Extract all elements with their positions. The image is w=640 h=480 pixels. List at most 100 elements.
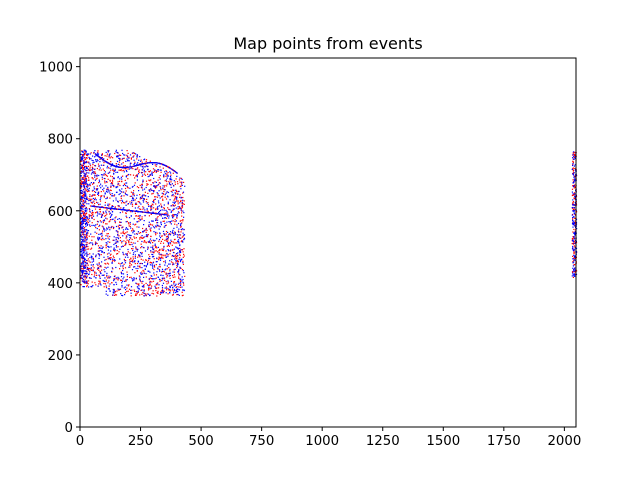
event-point [108, 150, 110, 152]
y-tick-label: 400 [48, 277, 73, 292]
event-point [161, 277, 164, 280]
event-point [115, 239, 117, 241]
event-point [86, 280, 88, 282]
event-point [574, 154, 576, 156]
event-point [118, 161, 120, 163]
event-point [182, 260, 184, 262]
event-point [81, 255, 83, 257]
event-point [113, 194, 115, 197]
event-point [155, 284, 157, 286]
event-point [103, 219, 105, 221]
event-point [115, 171, 117, 173]
event-point [116, 151, 118, 154]
event-point [147, 262, 149, 264]
event-point [97, 153, 99, 155]
event-point [118, 227, 120, 229]
event-point [132, 168, 134, 170]
event-point [83, 281, 85, 283]
event-point [107, 191, 109, 193]
event-point [109, 254, 111, 256]
event-point [150, 162, 152, 164]
event-point [116, 160, 119, 162]
event-point [126, 200, 128, 202]
event-point [106, 274, 108, 276]
event-point [112, 218, 114, 220]
event-point [83, 263, 85, 265]
event-point [86, 262, 88, 265]
event-point [182, 281, 184, 283]
event-point [132, 228, 134, 230]
event-point [112, 291, 114, 293]
event-point [140, 159, 142, 161]
event-point [96, 174, 98, 176]
event-point [100, 213, 102, 215]
event-point [167, 207, 169, 209]
event-point [131, 198, 134, 200]
event-point [128, 284, 130, 286]
event-point [120, 232, 122, 234]
event-point [89, 220, 91, 222]
event-point [104, 207, 106, 209]
event-point [143, 270, 145, 272]
event-point [132, 258, 134, 260]
event-point [181, 210, 183, 212]
event-point [140, 273, 142, 275]
event-point [94, 171, 96, 173]
event-point [572, 163, 574, 166]
event-point [172, 189, 174, 191]
event-point [136, 194, 138, 196]
event-point [573, 245, 575, 247]
event-point [103, 190, 105, 192]
event-point [180, 225, 182, 227]
event-point [87, 283, 89, 285]
event-point [100, 191, 102, 193]
event-point [572, 152, 574, 154]
event-point [155, 208, 157, 210]
event-point [174, 201, 176, 203]
event-point [152, 245, 154, 247]
event-point [115, 216, 117, 218]
event-point [138, 285, 140, 287]
event-point [169, 290, 172, 292]
event-point [174, 257, 176, 259]
event-point [174, 255, 176, 257]
event-point [115, 266, 117, 269]
x-tick-label: 500 [188, 434, 213, 449]
event-point [126, 156, 129, 158]
event-point [152, 204, 154, 206]
event-point [84, 175, 87, 177]
event-point [177, 288, 179, 291]
event-point [122, 185, 124, 187]
event-point [111, 218, 113, 221]
event-point [115, 163, 117, 165]
event-point [153, 272, 155, 274]
event-point [174, 276, 176, 278]
event-point [97, 267, 99, 269]
event-point [141, 163, 143, 165]
event-point [113, 284, 115, 286]
event-point [86, 276, 88, 279]
event-point [99, 185, 101, 187]
event-point [183, 239, 185, 241]
event-point [161, 163, 163, 165]
event-point [107, 203, 109, 205]
event-point [120, 176, 122, 178]
event-point [98, 213, 100, 215]
event-point [86, 284, 88, 287]
event-point [177, 203, 179, 205]
event-point [128, 223, 130, 225]
event-point [145, 159, 148, 161]
event-point [82, 151, 84, 153]
event-point [159, 209, 162, 211]
event-point [171, 231, 173, 234]
event-point [96, 223, 98, 225]
event-point [152, 182, 154, 184]
event-point [573, 249, 575, 251]
event-point [81, 212, 83, 214]
event-point [148, 225, 150, 227]
event-point [109, 153, 111, 155]
event-point [157, 206, 159, 208]
event-point [108, 227, 110, 229]
event-point [140, 208, 142, 210]
event-point [99, 280, 101, 282]
